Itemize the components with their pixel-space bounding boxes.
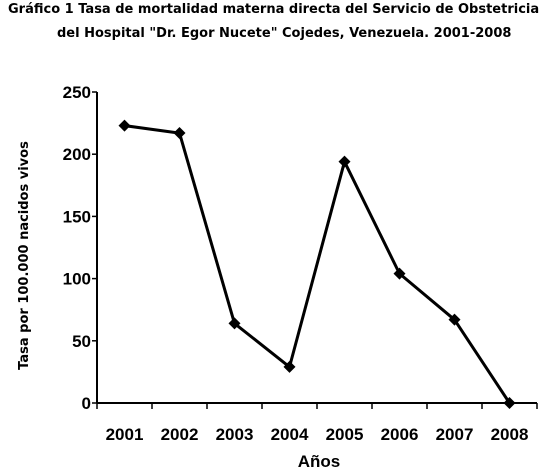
y-tick-label: 0	[82, 394, 91, 413]
series-line	[124, 124, 511, 404]
x-axis-ticks: 2001 2002 2003 2004 2005 2006 2007 2008	[96, 403, 538, 444]
data-point-2007	[448, 313, 461, 326]
chart-title-line-2: del Hospital "Dr. Egor Nucete" Cojedes, …	[57, 26, 512, 41]
x-tick-label: 2003	[216, 425, 254, 444]
y-tick-label: 100	[63, 270, 91, 289]
y-tick-label: 150	[63, 207, 91, 226]
x-tick-label: 2008	[491, 425, 529, 444]
data-point-2001	[118, 119, 131, 132]
data-point-2002	[173, 127, 186, 140]
data-point-2005	[338, 155, 351, 168]
data-point-2006	[393, 267, 406, 280]
y-axis-label: Tasa por 100.000 nacidos vivos	[17, 141, 32, 370]
chart-title-line-1: Gráfico 1 Tasa de mortalidad materna dir…	[8, 2, 540, 17]
x-tick-label: 2006	[381, 425, 419, 444]
y-axis-ticks: 0 50 100 150 200 250	[63, 83, 97, 413]
x-tick-label: 2005	[326, 425, 364, 444]
series-points	[118, 119, 516, 409]
data-point-2008	[503, 397, 516, 409]
axes	[96, 92, 537, 404]
y-tick-label: 50	[72, 332, 91, 351]
x-tick-label: 2001	[106, 425, 144, 444]
y-tick-label: 250	[63, 83, 91, 102]
data-point-2003	[228, 317, 241, 330]
data-point-2004	[283, 360, 296, 373]
x-tick-label: 2007	[436, 425, 474, 444]
x-tick-label: 2002	[161, 425, 199, 444]
y-tick-label: 200	[63, 145, 91, 164]
x-tick-label: 2004	[271, 425, 309, 444]
x-axis-label: Años	[298, 452, 341, 471]
